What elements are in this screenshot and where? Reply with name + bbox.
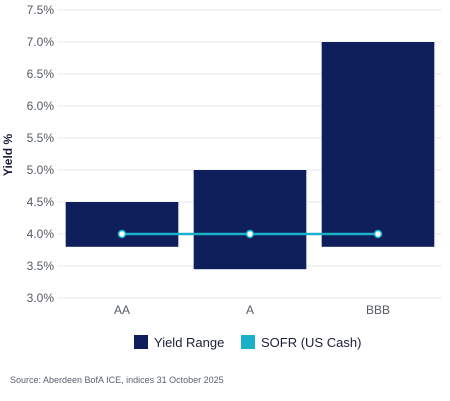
bar-aa bbox=[65, 202, 179, 247]
y-tick-label: 5.5% bbox=[27, 131, 55, 145]
x-tick-label: BBB bbox=[366, 303, 390, 317]
y-axis-label: Yield % bbox=[1, 134, 15, 177]
y-tick-label: 3.0% bbox=[27, 291, 55, 305]
x-tick-label: AA bbox=[114, 303, 130, 317]
y-tick-label: 4.5% bbox=[27, 195, 55, 209]
legend-swatch-sofr bbox=[241, 335, 255, 349]
y-tick-label: 6.0% bbox=[27, 99, 55, 113]
chart: 7.5% 7.0% 6.5% 6.0% 5.5% 5.0% 4.5% 4.0% 3.5% 3.0%… bbox=[1, 3, 442, 350]
legend-swatch-yield-range bbox=[134, 335, 148, 349]
sofr-point-a bbox=[245, 229, 255, 239]
legend-label-sofr: SOFR (US Cash) bbox=[261, 335, 361, 350]
legend: Yield Range SOFR (US Cash) bbox=[134, 335, 361, 350]
x-axis-ticks: AA A BBB bbox=[114, 303, 390, 317]
y-axis-ticks: 7.5% 7.0% 6.5% 6.0% 5.5% 5.0% 4.5% 4.0% 3.5% 3.0% bbox=[27, 3, 55, 305]
y-tick-label: 4.0% bbox=[27, 227, 55, 241]
sofr-point-bbb bbox=[373, 229, 383, 239]
x-tick-label: A bbox=[246, 303, 254, 317]
y-tick-label: 6.5% bbox=[27, 67, 55, 81]
bar-a bbox=[193, 170, 307, 270]
y-tick-label: 3.5% bbox=[27, 259, 55, 273]
source-note: Source: Aberdeen BofA ICE, indices 31 Oc… bbox=[10, 375, 224, 385]
bar-bbb bbox=[321, 42, 435, 247]
y-tick-label: 7.5% bbox=[27, 3, 55, 17]
y-tick-label: 5.0% bbox=[27, 163, 55, 177]
y-tick-label: 7.0% bbox=[27, 35, 55, 49]
bar-series bbox=[65, 42, 435, 270]
legend-label-yield-range: Yield Range bbox=[154, 335, 224, 350]
sofr-point-aa bbox=[117, 229, 127, 239]
line-series bbox=[117, 229, 383, 239]
